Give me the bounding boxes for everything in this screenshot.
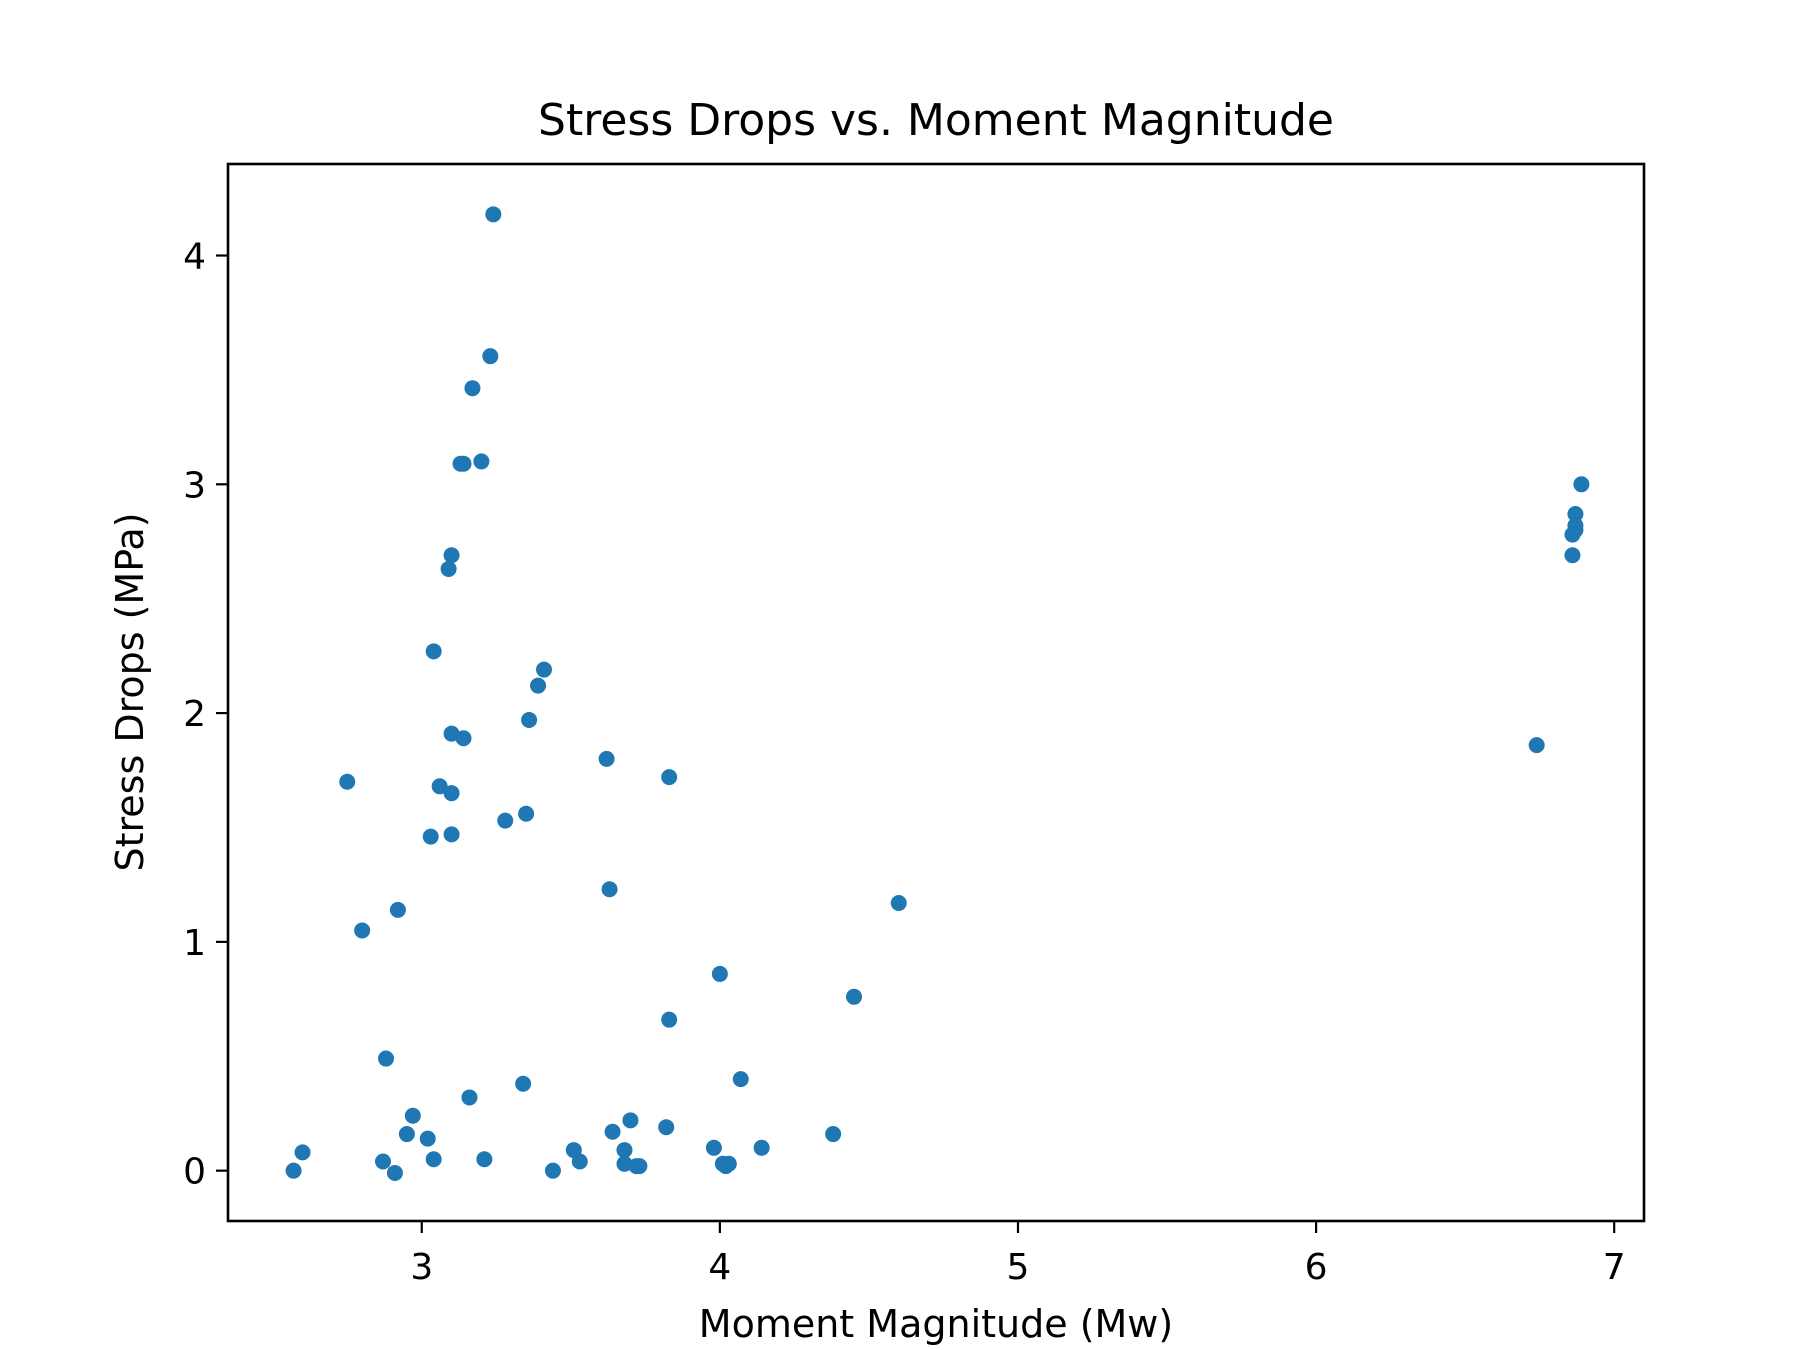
data-point (425, 1151, 442, 1168)
data-point (604, 1123, 621, 1140)
x-tick-label: 3 (410, 1247, 433, 1288)
data-point (431, 778, 448, 795)
y-tick-label: 3 (183, 465, 206, 506)
data-point (482, 348, 499, 365)
data-point (661, 1011, 678, 1028)
data-point (661, 769, 678, 786)
data-point (1567, 506, 1584, 523)
y-tick-label: 0 (183, 1152, 206, 1193)
data-point (461, 1089, 478, 1106)
data-point (1564, 547, 1581, 564)
data-point (443, 547, 460, 564)
axis-ticks: 3 4 5 6 7 0 1 2 3 4 (183, 237, 1626, 1288)
data-point (622, 1112, 639, 1129)
data-point (598, 750, 615, 767)
data-point (732, 1071, 749, 1088)
y-tick-label: 4 (183, 237, 206, 278)
chart-title: Stress Drops vs. Moment Magnitude (538, 95, 1334, 146)
data-point (425, 643, 442, 660)
y-tick-label: 2 (183, 694, 206, 735)
data-point (476, 1151, 493, 1168)
data-point (515, 1075, 532, 1092)
data-point (339, 773, 356, 790)
data-point (443, 826, 460, 843)
data-point (1573, 476, 1590, 493)
data-point (711, 965, 728, 982)
y-axis-label: Stress Drops (MPa) (108, 512, 152, 871)
x-axis-label: Moment Magnitude (Mw) (699, 1302, 1173, 1346)
x-tick-label: 5 (1007, 1247, 1030, 1288)
data-point (386, 1164, 403, 1181)
data-point (530, 677, 547, 694)
data-point (518, 805, 535, 822)
data-point (398, 1126, 415, 1143)
data-point (705, 1139, 722, 1156)
data-point (658, 1119, 675, 1136)
data-point (389, 901, 406, 918)
data-point (419, 1130, 436, 1147)
data-point (473, 453, 490, 470)
data-point (1564, 526, 1581, 543)
data-point (422, 828, 439, 845)
data-point (443, 785, 460, 802)
data-point (616, 1142, 633, 1159)
data-point (601, 881, 618, 898)
data-point (571, 1153, 588, 1170)
plot-frame (226, 162, 1646, 1223)
data-point (375, 1153, 392, 1170)
data-point (440, 560, 457, 577)
data-point (354, 922, 371, 939)
x-tick-label: 4 (708, 1247, 731, 1288)
data-point (377, 1050, 394, 1067)
data-point (455, 730, 472, 747)
data-point (285, 1162, 302, 1179)
data-point (464, 380, 481, 397)
data-point (452, 455, 469, 472)
y-tick-label: 1 (183, 923, 206, 964)
data-point (544, 1162, 561, 1179)
data-point (753, 1139, 770, 1156)
x-tick-label: 7 (1603, 1247, 1626, 1288)
data-point (535, 661, 552, 678)
data-point (404, 1107, 421, 1124)
data-point (521, 711, 538, 728)
data-point (485, 206, 502, 223)
x-tick-label: 6 (1305, 1247, 1328, 1288)
data-point (1528, 737, 1545, 754)
data-point (616, 1155, 633, 1172)
data-point (825, 1126, 842, 1143)
data-point (294, 1144, 311, 1161)
data-point (717, 1158, 734, 1175)
data-point (497, 812, 514, 829)
data-points (285, 206, 1590, 1181)
data-point (890, 894, 907, 911)
data-point (631, 1158, 648, 1175)
data-point (846, 988, 863, 1005)
